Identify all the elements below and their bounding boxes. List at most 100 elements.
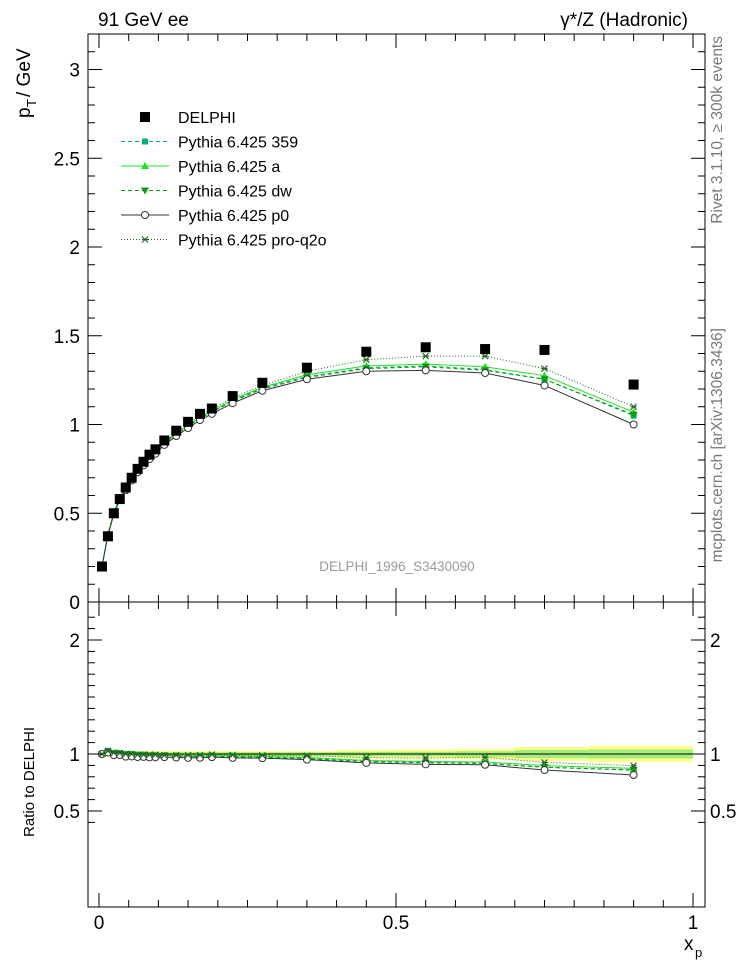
reference-point xyxy=(206,403,217,414)
reference-point xyxy=(120,482,131,493)
series-point-2 xyxy=(540,376,549,384)
ratio-point-4 xyxy=(630,762,638,770)
ratio-point-3 xyxy=(540,766,549,775)
ratio-point-4 xyxy=(128,750,136,758)
x-axis-label-sub: p xyxy=(695,945,702,960)
ratio-point-4 xyxy=(140,751,147,759)
series-point-4 xyxy=(541,365,548,373)
legend: DELPHI Pythia 6.425 359 Pythia 6.425 a Pyth… xyxy=(121,110,327,250)
ratio-point-4 xyxy=(258,751,266,759)
ratio-y-tick-label: 1 xyxy=(69,745,80,766)
reference-point xyxy=(628,379,639,390)
rivet-version-label: Rivet 3.1.10, ≥ 300k events xyxy=(709,36,726,224)
series-line-0 xyxy=(101,365,634,567)
reference-point xyxy=(183,416,194,427)
ratio-point-4 xyxy=(160,751,168,759)
series-line-1 xyxy=(101,363,634,567)
legend-entry: Pythia 6.425 a xyxy=(121,159,280,176)
series-point-3 xyxy=(540,381,549,390)
reference-point xyxy=(301,362,312,373)
ratio-point-3 xyxy=(362,758,371,767)
ratio-point-3 xyxy=(481,760,490,769)
legend-marker xyxy=(141,162,149,169)
ratio-point-4 xyxy=(134,751,142,759)
series-point-3 xyxy=(302,375,311,384)
y-tick-label: 3 xyxy=(69,61,80,82)
ratio-y-tick-label: 0.5 xyxy=(54,802,80,823)
x-axis-label-main: x xyxy=(684,934,694,955)
reference-point xyxy=(171,425,182,436)
x-tick-label: 0.5 xyxy=(383,913,409,934)
ratio-point-4 xyxy=(303,752,311,760)
ratio-point-4 xyxy=(110,749,118,757)
ratio-point-3 xyxy=(207,753,216,762)
axis-ticks: 0 0.5 1 1.5 2 2.5 3 0 0.5 1 0.5 0.5 1 1 2 2 xyxy=(54,33,736,934)
series-point-3 xyxy=(362,367,371,376)
reference-point xyxy=(159,435,170,446)
legend-entry: Pythia 6.425 p0 xyxy=(121,208,289,225)
ratio-point-3 xyxy=(421,760,430,769)
reference-point xyxy=(194,408,205,419)
main-series-layer xyxy=(96,342,639,572)
reference-point xyxy=(150,444,161,455)
y-axis-label-main: p xyxy=(14,107,35,118)
y-tick-label: 1.5 xyxy=(54,327,80,348)
legend-entry: Pythia 6.425 dw xyxy=(121,184,292,201)
ratio-point-4 xyxy=(196,751,204,759)
legend-label: Pythia 6.425 a xyxy=(178,159,280,176)
x-tick-label: 0 xyxy=(94,913,105,934)
series-point-3 xyxy=(481,369,490,378)
analysis-label: DELPHI_1996_S3430090 xyxy=(319,559,474,574)
ratio-point-3 xyxy=(172,753,181,762)
legend-label: Pythia 6.425 pro-q2o xyxy=(178,233,327,250)
header-left-label: 91 GeV ee xyxy=(98,10,189,31)
reference-point xyxy=(539,344,550,355)
ratio-y-tick-label-right: 1 xyxy=(710,745,721,766)
legend-marker xyxy=(141,211,149,219)
legend-marker xyxy=(141,187,149,195)
ratio-point-4 xyxy=(122,750,130,758)
legend-marker xyxy=(140,112,150,122)
reference-point xyxy=(108,508,119,519)
header-right-label: γ*/Z (Hadronic) xyxy=(560,10,688,31)
ratio-point-4 xyxy=(184,751,192,759)
ratio-point-4 xyxy=(104,747,112,755)
reference-point xyxy=(114,494,125,505)
series-point-4 xyxy=(362,356,370,364)
ratio-y-tick-label-right: 0.5 xyxy=(710,802,736,823)
x-tick-label: 1 xyxy=(688,913,699,934)
legend-entry: DELPHI xyxy=(140,110,236,127)
series-point-4 xyxy=(422,352,430,360)
reference-point xyxy=(480,344,491,355)
legend-entry: Pythia 6.425 359 xyxy=(121,135,298,152)
ratio-point-4 xyxy=(152,751,159,759)
x-axis-label: x p xyxy=(684,934,702,960)
legend-label: Pythia 6.425 dw xyxy=(178,184,292,201)
legend-marker xyxy=(142,138,148,145)
reference-point xyxy=(138,456,149,467)
reference-point xyxy=(102,531,113,542)
series-point-2 xyxy=(629,411,638,419)
series-point-4 xyxy=(481,352,489,360)
series-point-3 xyxy=(629,420,638,429)
ratio-point-4 xyxy=(541,759,548,766)
y-tick-label: 1 xyxy=(69,416,80,437)
series-line-3 xyxy=(101,369,634,567)
y-axis-label-sub: T xyxy=(24,99,39,107)
ratio-point-4 xyxy=(146,751,153,759)
y-tick-label: 0 xyxy=(69,593,80,614)
source-label: mcplots.cern.ch [arXiv:1306.3436] xyxy=(709,328,726,562)
legend-label: Pythia 6.425 359 xyxy=(178,135,298,152)
reference-point xyxy=(420,342,431,353)
series-point-4 xyxy=(630,403,638,411)
ratio-point-4 xyxy=(116,749,124,757)
y-axis-label-unit: / GeV xyxy=(14,48,35,97)
ratio-point-4 xyxy=(172,751,180,759)
ratio-y-axis-label: Ratio to DELPHI xyxy=(21,727,38,837)
legend-label: Pythia 6.425 p0 xyxy=(178,208,289,225)
ratio-y-tick-label-right: 2 xyxy=(710,631,721,652)
series-line-4 xyxy=(101,355,634,567)
legend-label: DELPHI xyxy=(178,110,236,127)
ratio-point-4 xyxy=(208,751,216,758)
